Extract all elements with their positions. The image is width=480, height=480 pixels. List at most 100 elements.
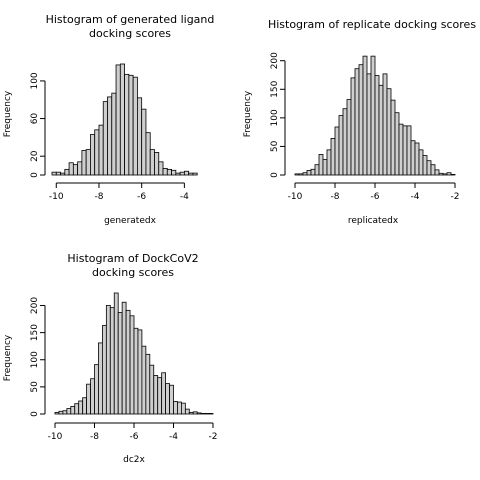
histogram-bar — [133, 327, 139, 415]
histogram-bar — [68, 162, 74, 176]
y-tick-label: 150 — [30, 324, 40, 341]
histogram-bar — [165, 383, 170, 415]
histogram-bar — [171, 169, 177, 176]
y-tick-label: 0 — [30, 172, 40, 178]
histogram-bar — [90, 134, 96, 176]
histogram-bar — [119, 63, 125, 176]
histogram-bar — [98, 342, 103, 415]
histogram-bar — [326, 149, 332, 176]
histogram-bar — [173, 401, 178, 415]
histogram-panel-dockcov2: Histogram of DockCoV2 docking scores dc2… — [3, 252, 217, 465]
y-tick-label: 100 — [270, 109, 280, 126]
y-tick-label: 60 — [30, 113, 40, 125]
histogram-bar — [77, 161, 83, 176]
x-tick-label: -2 — [451, 192, 460, 202]
histogram-bar — [121, 301, 127, 415]
histogram-bar — [192, 172, 198, 176]
histogram-bar — [141, 108, 147, 176]
histogram-bar — [418, 149, 424, 176]
histogram-bar — [204, 413, 210, 415]
chart-title-line-1: Histogram of generated ligand — [46, 13, 215, 26]
y-tick-label: 100 — [30, 351, 40, 368]
histogram-bar — [166, 168, 172, 176]
histogram-bar — [294, 173, 300, 176]
histogram-bar — [426, 160, 432, 176]
histogram-bar — [70, 405, 76, 415]
y-tick-label: 0 — [30, 411, 40, 417]
histogram-bar — [128, 74, 134, 176]
x-tick-label: -4 — [169, 432, 178, 442]
x-tick-label: -8 — [331, 192, 340, 202]
x-tick-label: -2 — [209, 432, 218, 442]
histogram-bar — [149, 149, 155, 176]
histogram-bar — [430, 164, 436, 176]
y-tick-label: 200 — [270, 52, 280, 69]
histogram-bar — [141, 345, 147, 415]
histogram-bar — [382, 73, 388, 176]
histogram-bar — [51, 171, 57, 176]
histogram-bar — [354, 68, 360, 176]
histogram-bar — [111, 92, 117, 176]
histogram-bar — [196, 412, 202, 415]
histogram-bar — [406, 125, 412, 176]
histogram-bar — [161, 372, 166, 415]
y-tick-label: 200 — [30, 297, 40, 314]
histogram-bar — [410, 140, 416, 176]
histogram-bar — [314, 164, 320, 176]
histogram-bar — [115, 64, 121, 176]
histogram-bar — [82, 397, 88, 415]
histogram-bar — [338, 115, 344, 176]
histogram-bar — [129, 315, 135, 415]
histogram-bar — [390, 99, 396, 176]
y-tick-label: 150 — [270, 80, 280, 97]
histogram-bar — [74, 403, 80, 415]
histogram-bar — [85, 149, 91, 176]
histogram-bar — [386, 88, 392, 176]
histogram-bar — [342, 108, 348, 176]
histogram-bar — [370, 55, 376, 176]
x-tick-label: -10 — [48, 432, 63, 442]
histogram-bar — [394, 112, 400, 176]
histogram-panel-generated: Histogram of generated ligand docking sc… — [3, 13, 214, 226]
histogram-bar — [64, 168, 70, 176]
y-tick-label: 50 — [270, 140, 280, 152]
histogram-bar — [113, 292, 119, 415]
histogram-bar — [169, 384, 174, 415]
histogram-bar — [55, 171, 61, 176]
y-tick-label: 100 — [30, 72, 40, 89]
y-tick-label: 20 — [30, 150, 40, 162]
chart-title-line-2: docking scores — [89, 27, 171, 40]
histogram-bar — [125, 309, 131, 415]
histogram-bar — [124, 73, 130, 176]
histogram-bar — [192, 411, 198, 415]
y-axis-label: Frequency — [3, 90, 13, 137]
histogram-bar — [378, 84, 384, 176]
histogram-bar — [90, 378, 95, 415]
histogram-bar — [188, 172, 194, 176]
histogram-bar — [366, 73, 372, 176]
histogram-bar — [58, 410, 64, 415]
histogram-bar — [86, 383, 91, 415]
histogram-bar — [318, 154, 324, 176]
x-tick-label: -4 — [180, 192, 189, 202]
histogram-bar — [154, 152, 160, 176]
y-tick-label: 50 — [30, 381, 40, 393]
histogram-bar — [66, 408, 72, 415]
histogram-bar — [358, 64, 364, 176]
x-tick-label: -10 — [49, 192, 64, 202]
histogram-bar — [200, 413, 206, 415]
y-axis-label: Frequency — [3, 334, 13, 381]
histogram-bar — [62, 410, 68, 415]
histogram-bar — [60, 172, 66, 176]
histogram-bar — [107, 96, 113, 176]
histogram-bar — [94, 364, 99, 415]
x-tick-label: -10 — [288, 192, 303, 202]
histogram-bar — [78, 400, 84, 415]
histogram-bar — [102, 101, 108, 176]
histogram-bar — [157, 377, 163, 415]
histogram-bar — [145, 132, 151, 176]
histogram-bar — [346, 99, 352, 176]
histogram-bar — [306, 170, 312, 176]
x-tick-label: -8 — [94, 192, 103, 202]
